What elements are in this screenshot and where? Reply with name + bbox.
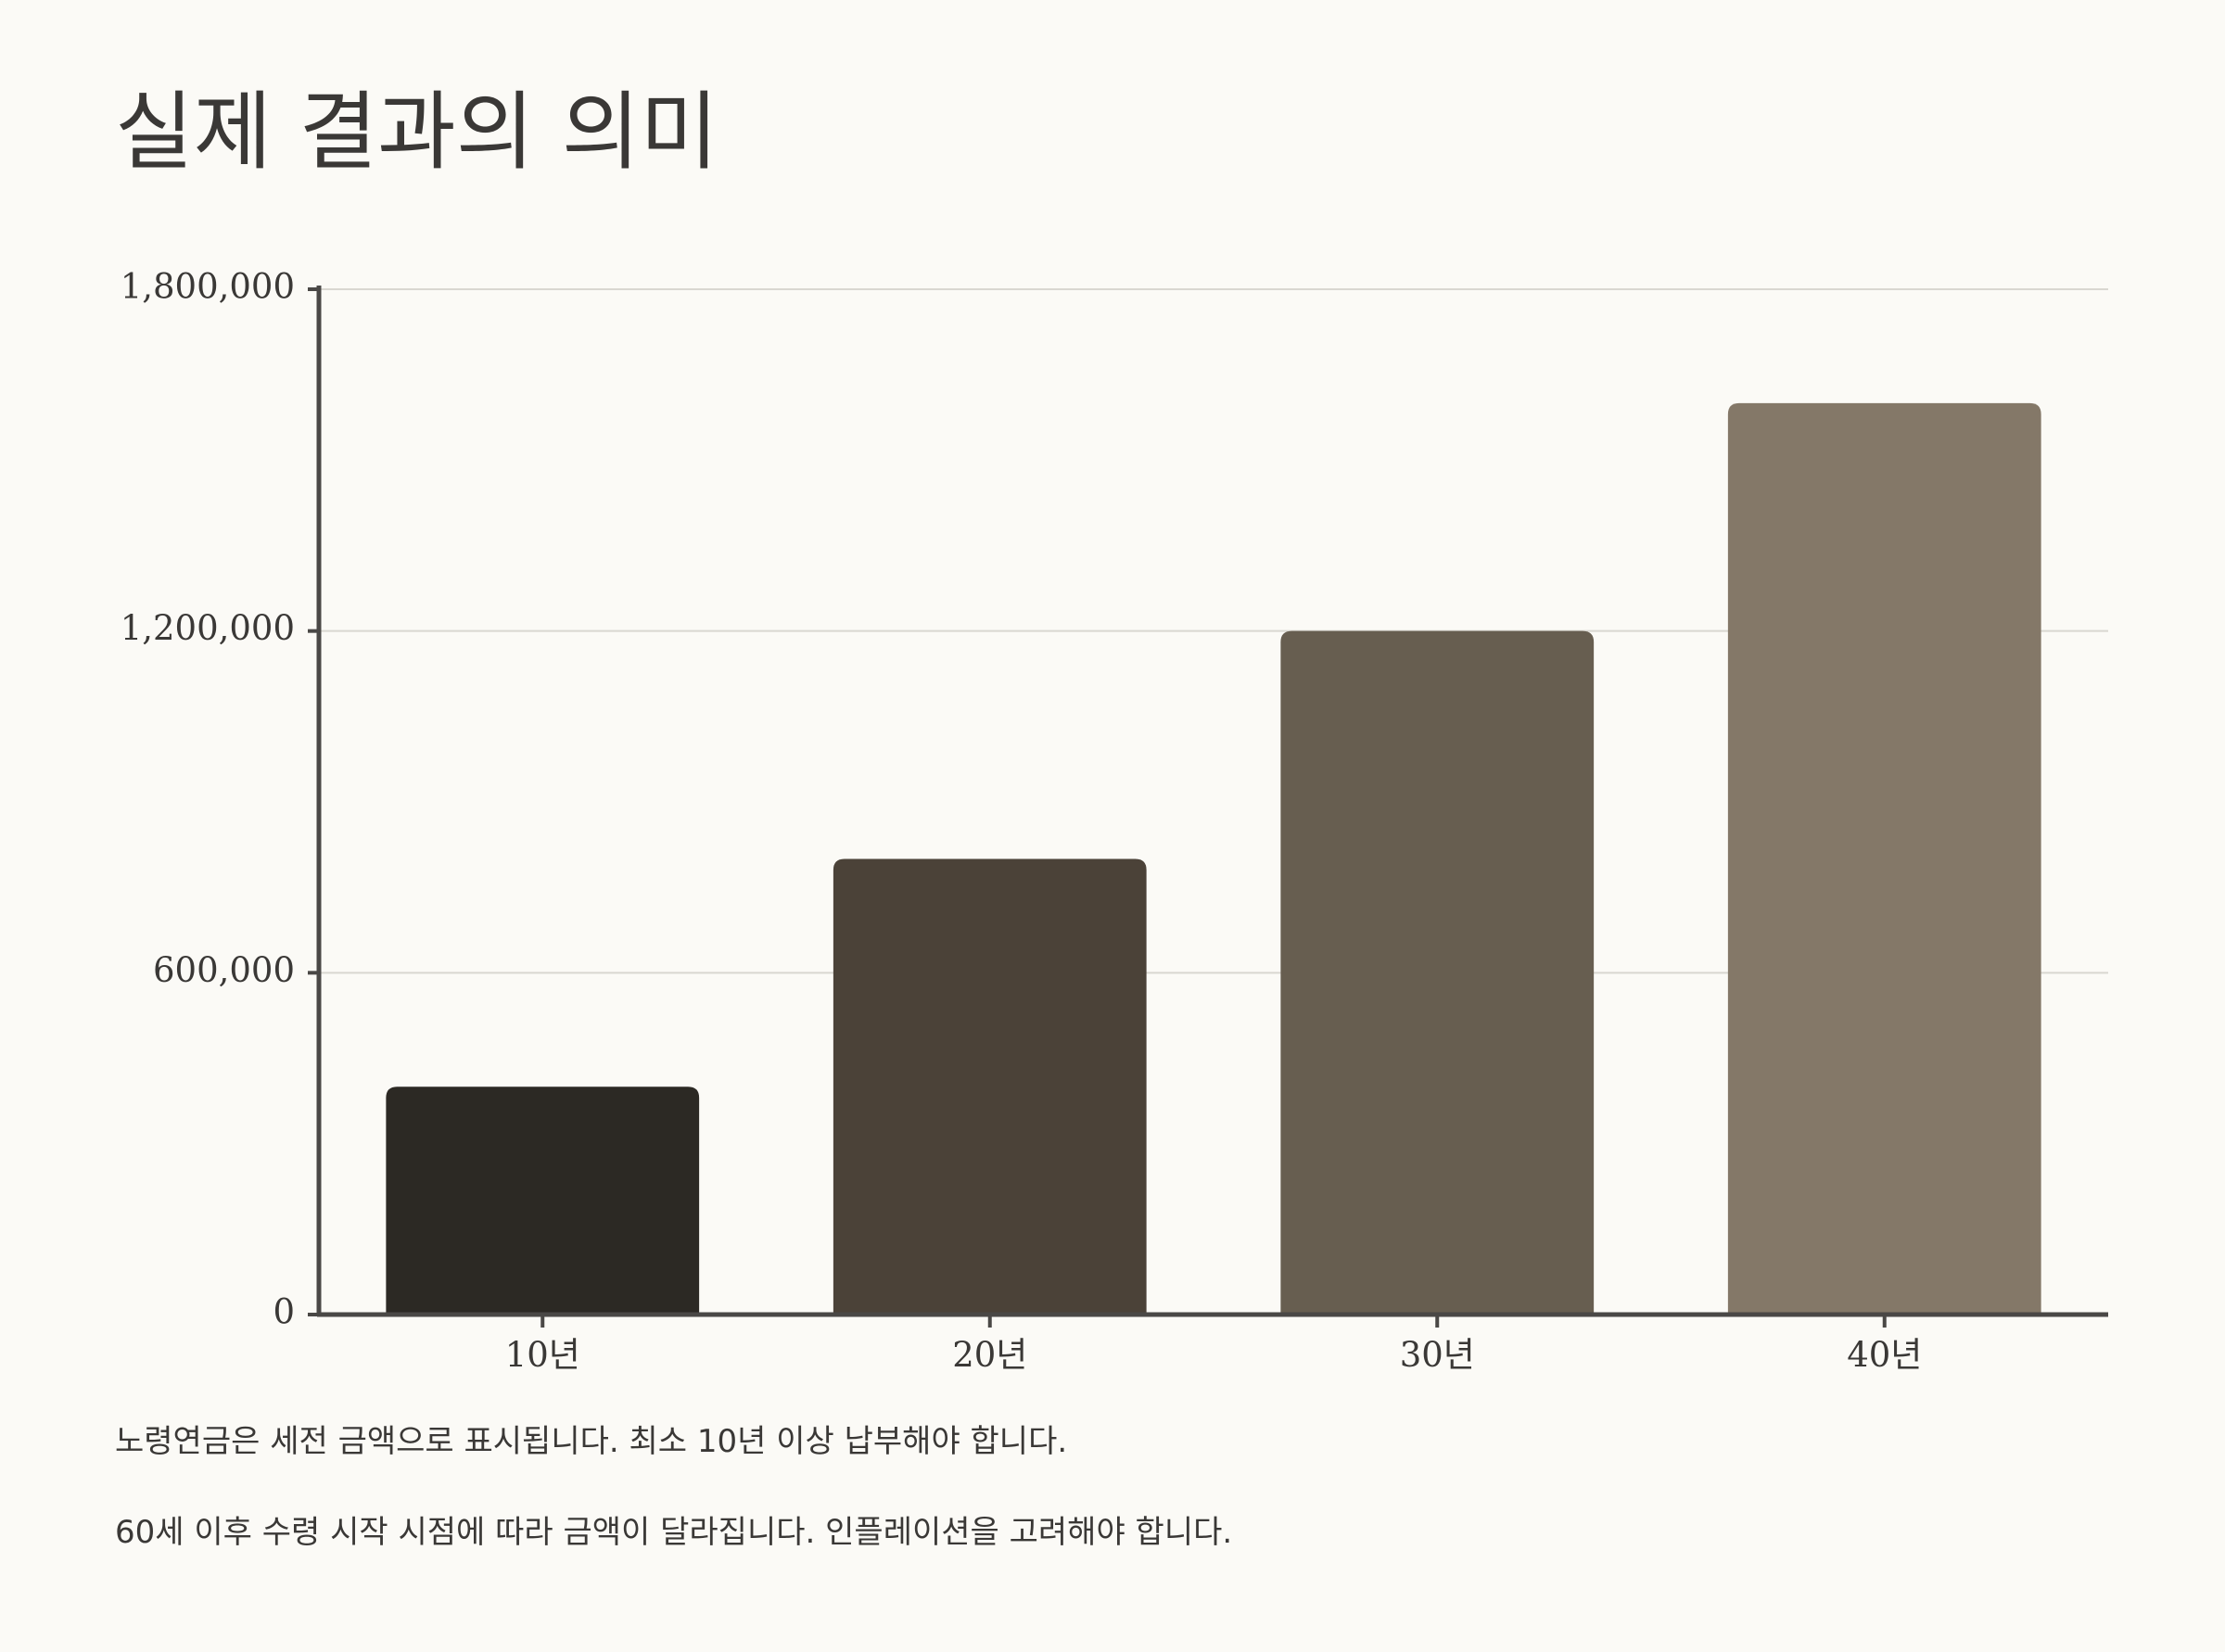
axes <box>308 286 2108 1328</box>
bar-4 <box>1727 402 2041 1315</box>
y-tick-label: 1,200,000 <box>121 608 295 648</box>
bars <box>386 402 2041 1315</box>
x-tick-label: 10년 <box>505 1335 580 1375</box>
y-tick-label: 1,800,000 <box>121 267 295 307</box>
x-tick-label: 30년 <box>1400 1335 1475 1375</box>
bar-3 <box>1280 630 1595 1315</box>
x-tick-label: 20년 <box>952 1335 1027 1375</box>
y-tick-label: 0 <box>273 1292 295 1332</box>
tick-labels: 0 600,000 1,200,000 1,800,000 10년 20년 30년 40년 <box>121 267 1923 1376</box>
x-tick-label: 40년 <box>1847 1335 1922 1375</box>
footnote-2: 60세 이후 수령 시작 시점에 따라 금액이 달라집니다. 인플레이션을 고려… <box>115 1514 1233 1551</box>
bar-1 <box>386 1087 700 1315</box>
page-title: 실제 결과의 의미 <box>115 83 718 182</box>
y-tick-label: 600,000 <box>153 950 295 990</box>
bar-2 <box>833 858 1147 1315</box>
footnote-1: 노령연금은 세전 금액으로 표시됩니다. 최소 10년 이상 납부해야 합니다. <box>115 1423 1068 1460</box>
